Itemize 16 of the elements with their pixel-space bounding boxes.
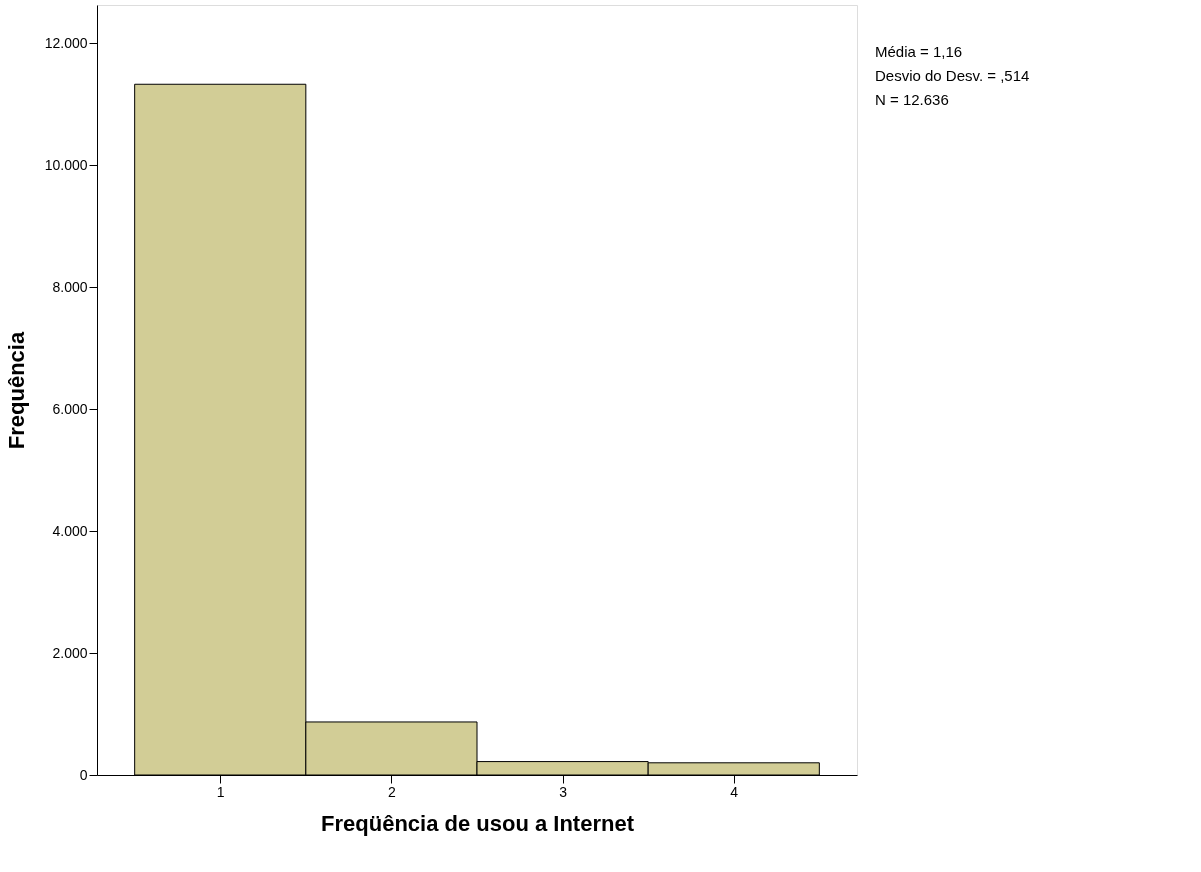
x-axis-title: Freqüência de usou a Internet	[321, 810, 635, 836]
y-tick-label: 6.000	[52, 400, 88, 417]
text: N = 12.636	[875, 91, 949, 108]
x-tick-label: 3	[559, 783, 568, 800]
y-tick-label: 2.000	[52, 644, 88, 661]
y-tick-label: 8.000	[52, 278, 88, 295]
y-tick-label: 0	[79, 766, 88, 783]
y-tick-label: 4.000	[52, 522, 88, 539]
y-axis-title: Frequência	[3, 331, 29, 450]
text: Média = 1,16	[875, 43, 963, 60]
y-tick-label: 10.000	[44, 156, 88, 173]
text: Desvio do Desv. = ,514	[875, 67, 1030, 84]
y-tick-label: 12.000	[44, 34, 88, 51]
x-tick-label: 1	[216, 783, 225, 800]
x-tick-label: 2	[388, 783, 397, 800]
x-tick-label: 4	[730, 783, 739, 800]
